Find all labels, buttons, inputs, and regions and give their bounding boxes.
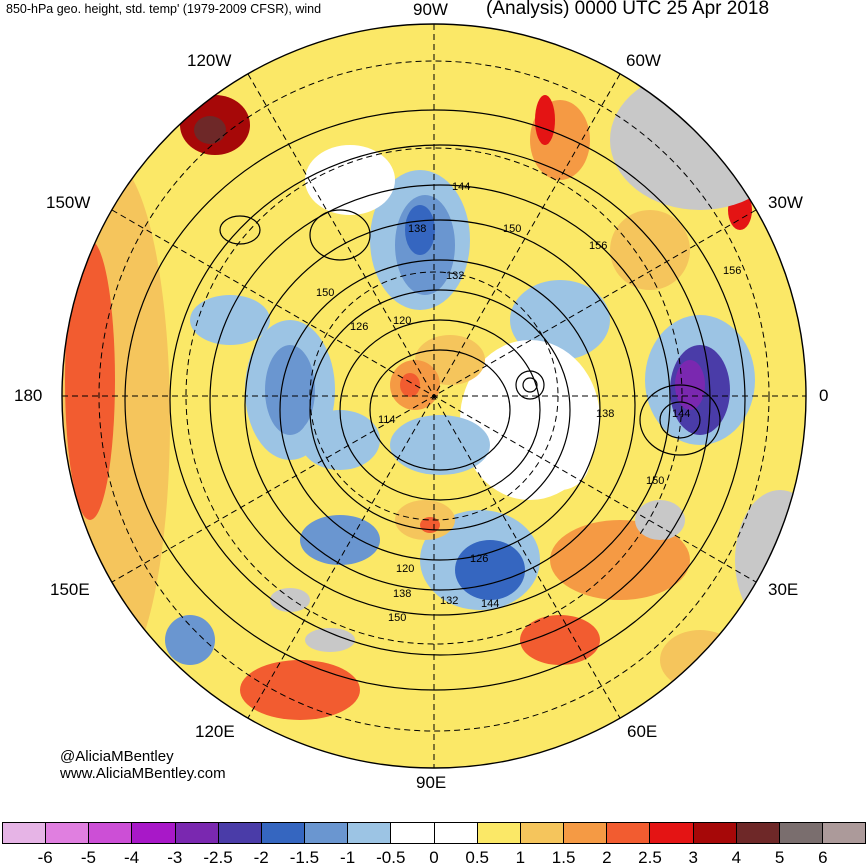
contour-label: 120 <box>396 563 414 575</box>
lon-label-150e: 150E <box>50 580 90 599</box>
colorbar-swatch <box>218 823 262 843</box>
colorbar-swatch <box>261 823 306 843</box>
contour-label: 138 <box>408 223 426 235</box>
colorbar-tick-label: 0.5 <box>465 848 490 867</box>
lon-label-90e: 90E <box>416 773 447 792</box>
colorbar-tick-label: -1.5 <box>289 848 320 867</box>
colorbar-tick-label: 0 <box>429 848 439 867</box>
contour-label: 150 <box>388 612 406 624</box>
colorbar-tick-label: 2.5 <box>638 848 662 867</box>
colorbar-swatch <box>564 823 608 843</box>
contour-label: 126 <box>350 321 368 333</box>
colorbar-tick-label: 1.5 <box>551 848 576 867</box>
contour-label: 144 <box>452 181 470 193</box>
colorbar-tick-label: 4 <box>731 848 742 867</box>
colorbar <box>2 822 866 844</box>
lon-label-150w: 150W <box>46 193 91 212</box>
contour-label: 138 <box>393 588 411 600</box>
contour-label: 156 <box>723 265 741 277</box>
colorbar-swatch <box>175 823 219 843</box>
colorbar-tick-label: -1 <box>340 848 356 867</box>
colorbar-swatch <box>477 823 521 843</box>
analysis-time: (Analysis) 0000 UTC 25 Apr 2018 <box>486 0 770 19</box>
contour-label: 144 <box>481 598 499 610</box>
colorbar-tick-label: -2.5 <box>203 848 233 867</box>
contour-label: 150 <box>503 223 521 235</box>
contour-label: 150 <box>646 475 664 487</box>
colorbar-swatch <box>779 823 823 843</box>
colorbar-swatch <box>822 823 866 843</box>
colorbar-tick-label: 3 <box>688 848 698 867</box>
contour-label: 114 <box>378 414 396 426</box>
colorbar-tick-label: -0.5 <box>376 848 406 867</box>
colorbar-tick-label: 5 <box>774 848 785 867</box>
colorbar-tick-label: -4 <box>124 848 140 867</box>
colorbar-swatch <box>520 823 565 843</box>
colorbar-swatch <box>132 823 176 843</box>
colorbar-tick-label: -6 <box>37 848 53 867</box>
colorbar-tick-label: -3 <box>167 848 183 867</box>
credit-website: www.AliciaMBentley.com <box>60 765 226 782</box>
credit-handle: @AliciaMBentley <box>60 748 174 765</box>
map-border <box>61 23 807 769</box>
map-title: 850-hPa geo. height, std. temp' (1979-20… <box>6 2 322 16</box>
lon-label-30e: 30E <box>768 580 799 599</box>
lon-label-60e: 60E <box>627 722 658 741</box>
lon-label-120e: 120E <box>195 722 235 741</box>
lon-label-90w: 90W <box>413 0 448 19</box>
contour-label: 132 <box>440 595 458 607</box>
colorbar-swatch <box>693 823 737 843</box>
colorbar-swatch <box>3 823 47 843</box>
contour-label: 144 <box>672 408 690 420</box>
contour-label: 126 <box>470 553 488 565</box>
lon-label-60w: 60W <box>626 51 661 70</box>
colorbar-swatch <box>46 823 90 843</box>
contour-label: 120 <box>393 315 411 327</box>
colorbar-tick-label: -2 <box>253 848 269 867</box>
contour-label-group: 144 138 150 132 150 126 120 114 138 144 … <box>316 181 741 624</box>
colorbar-tick-label: 6 <box>818 848 828 867</box>
lon-label-30w: 30W <box>768 193 803 212</box>
colorbar-swatch <box>650 823 694 843</box>
lon-label-180: 180 <box>14 386 43 405</box>
colorbar-tick-label: 2 <box>602 848 612 867</box>
colorbar-tick-label: 1 <box>515 848 526 867</box>
colorbar-swatch <box>391 823 435 843</box>
contour-label: 138 <box>596 408 614 420</box>
lon-label-120w: 120W <box>187 51 232 70</box>
colorbar-swatch <box>89 823 133 843</box>
colorbar-swatch <box>607 823 651 843</box>
colorbar-tick-label: -5 <box>80 848 96 867</box>
contour-label: 132 <box>446 270 464 282</box>
contour-label: 156 <box>589 240 607 252</box>
colorbar-swatch <box>736 823 780 843</box>
colorbar-swatch <box>305 823 349 843</box>
contour-label: 150 <box>316 287 334 299</box>
lon-label-0: 0 <box>819 386 829 405</box>
anomaly-field <box>62 24 806 768</box>
colorbar-swatch <box>348 823 392 843</box>
colorbar-swatch <box>434 823 478 843</box>
